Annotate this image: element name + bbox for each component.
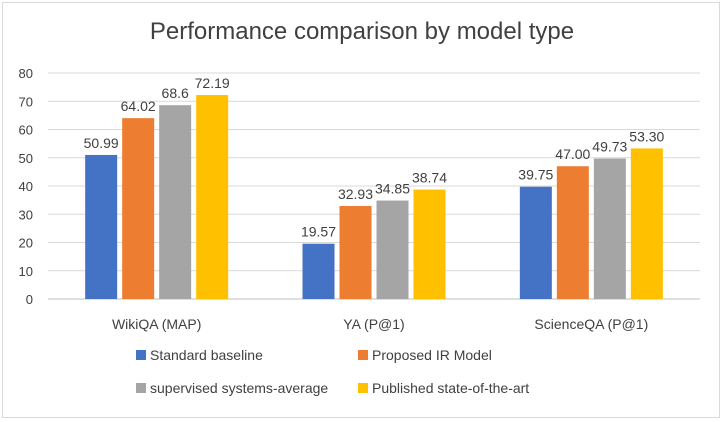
- y-tick-label-50: 50: [19, 151, 33, 166]
- y-tick-label-0: 0: [26, 292, 33, 307]
- chart-title: Performance comparison by model type: [149, 18, 575, 45]
- bar-1-3: [519, 186, 552, 299]
- legend-label-2: Proposed IR Model: [372, 347, 492, 363]
- bar-3-3: [593, 158, 626, 299]
- category-label-1: WikiQA (MAP): [112, 316, 201, 332]
- data-label-3-1: 68.6: [162, 85, 189, 101]
- data-label-2-1: 64.02: [121, 98, 156, 114]
- data-label-2-2: 32.93: [338, 186, 373, 202]
- data-label-4-3: 53.30: [629, 128, 664, 144]
- legend-swatch-4: [358, 383, 368, 393]
- bar-3-2: [376, 200, 409, 299]
- y-tick-label-10: 10: [19, 264, 33, 279]
- data-label-1-3: 39.75: [518, 167, 553, 183]
- data-label-2-3: 47.00: [555, 146, 590, 162]
- category-label-3: ScienceQA (P@1): [534, 316, 648, 332]
- data-label-4-2: 38.74: [412, 170, 447, 186]
- data-label-1-1: 50.99: [84, 135, 119, 151]
- data-label-1-2: 19.57: [301, 224, 336, 240]
- y-tick-label-70: 70: [19, 94, 33, 109]
- bar-4-1: [196, 95, 229, 299]
- data-label-4-1: 72.19: [195, 75, 230, 91]
- y-tick-label-30: 30: [19, 207, 33, 222]
- data-label-3-2: 34.85: [375, 181, 410, 197]
- y-tick-label-80: 80: [19, 66, 33, 81]
- bar-2-3: [556, 166, 589, 299]
- legend-label-3: supervised systems-average: [150, 380, 328, 396]
- legend-swatch-2: [358, 350, 368, 360]
- bar-1-2: [302, 243, 335, 299]
- y-tick-label-40: 40: [19, 179, 33, 194]
- category-label-2: YA (P@1): [343, 316, 404, 332]
- bar-2-1: [122, 118, 155, 300]
- chart-frame: [2, 2, 720, 418]
- bar-1-1: [85, 154, 118, 299]
- y-tick-label-60: 60: [19, 123, 33, 138]
- legend-label-4: Published state-of-the-art: [372, 380, 529, 396]
- legend-swatch-1: [136, 350, 146, 360]
- bar-4-2: [413, 189, 446, 299]
- bar-2-2: [339, 205, 372, 299]
- bar-4-3: [630, 148, 663, 299]
- legend-label-1: Standard baseline: [150, 347, 263, 363]
- bar-3-1: [159, 105, 192, 299]
- y-tick-label-20: 20: [19, 236, 33, 251]
- data-label-3-3: 49.73: [592, 139, 627, 155]
- legend-swatch-3: [136, 383, 146, 393]
